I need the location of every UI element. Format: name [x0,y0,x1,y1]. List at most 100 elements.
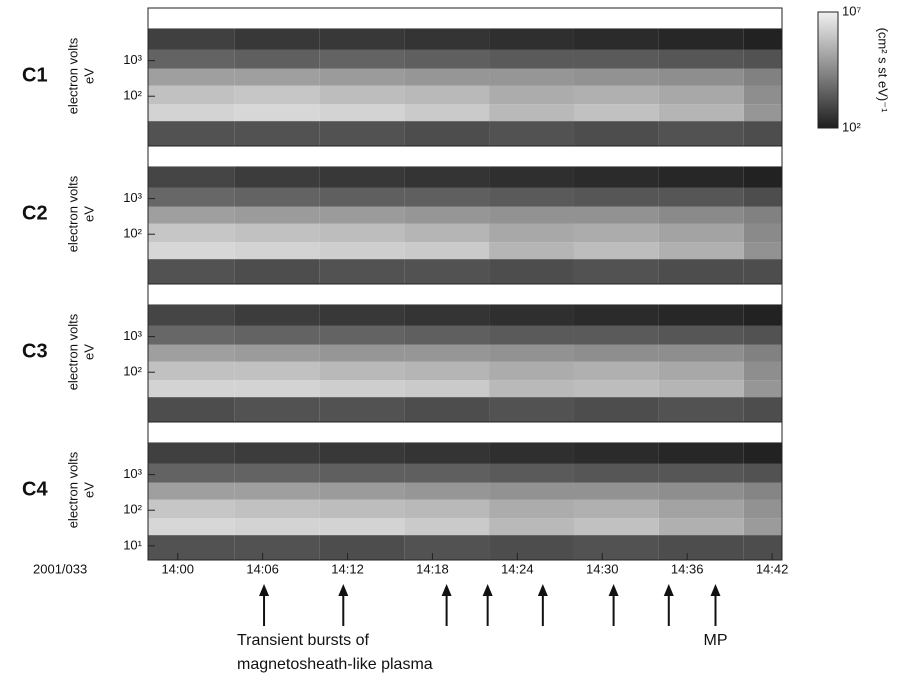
cell [573,223,659,243]
cell [489,206,574,224]
cell [573,482,659,500]
cell [489,242,574,260]
cell [404,223,490,243]
cell [658,259,744,284]
y-tick-label: 10¹ [123,537,142,552]
cell [148,499,235,519]
cell [234,380,320,398]
arrow [482,584,493,626]
cell [743,49,782,69]
cell [743,344,782,362]
cell [658,104,744,122]
cell [573,442,659,464]
cell [319,380,405,398]
cell [148,463,235,483]
y-tick-label: 10³ [123,466,142,481]
cell [234,223,320,243]
cell [743,304,782,326]
cell [573,242,659,260]
cell [148,68,235,86]
cell [658,463,744,483]
cell [234,104,320,122]
cell [573,206,659,224]
cell [404,49,490,69]
y-tick-label: 10² [123,226,142,241]
cell [489,28,574,50]
annotation: magnetosheath-like plasma [237,656,433,673]
cell [319,518,405,536]
cell [319,28,405,50]
cell [743,397,782,422]
y-tick-label: 10² [123,502,142,517]
cell [319,104,405,122]
cell [148,28,235,50]
cell [743,518,782,536]
cell [319,463,405,483]
cell [234,518,320,536]
cell [658,223,744,243]
cell [319,397,405,422]
cell [319,206,405,224]
colorbar [817,11,839,129]
cell [743,259,782,284]
cell [319,535,405,560]
cell [404,85,490,105]
cell [489,361,574,381]
y-axis-unit: eV [81,482,96,498]
cell [658,380,744,398]
annotation: Transient bursts of [237,632,369,649]
cell [234,49,320,69]
cell [489,463,574,483]
cell [234,535,320,560]
cell [319,259,405,284]
cell [743,361,782,381]
cell [404,28,490,50]
cell [489,518,574,536]
cell [489,325,574,345]
cell [319,85,405,105]
cell [573,187,659,207]
cell [404,535,490,560]
cell [658,85,744,105]
cell [234,482,320,500]
cell [319,325,405,345]
cell [743,380,782,398]
cell [489,49,574,69]
y-axis-label: electron volts [65,175,80,252]
cell [148,442,235,464]
cell [319,121,405,146]
panel-label: C3 [22,340,48,362]
cell [743,187,782,207]
y-tick-label: 10² [123,364,142,379]
cell [319,68,405,86]
x-tick-label: 14:24 [501,561,534,576]
cell [573,518,659,536]
arrow-head [710,584,721,596]
panel-frame [147,421,783,561]
arrow [710,584,721,626]
cell [319,49,405,69]
cell [573,49,659,69]
cell [148,397,235,422]
cell [658,518,744,536]
cell [404,304,490,326]
x-tick-label: 14:18 [416,561,449,576]
cell [489,259,574,284]
cell [658,166,744,188]
cell [658,206,744,224]
cell [404,463,490,483]
arrow [441,584,452,626]
cell [743,242,782,260]
cell [148,361,235,381]
cell [234,259,320,284]
cell [404,518,490,536]
cell [489,380,574,398]
cell [743,442,782,464]
arrow-head [482,584,493,596]
cell [319,304,405,326]
cell [743,85,782,105]
cell [658,187,744,207]
arrow [608,584,619,626]
cell [658,325,744,345]
